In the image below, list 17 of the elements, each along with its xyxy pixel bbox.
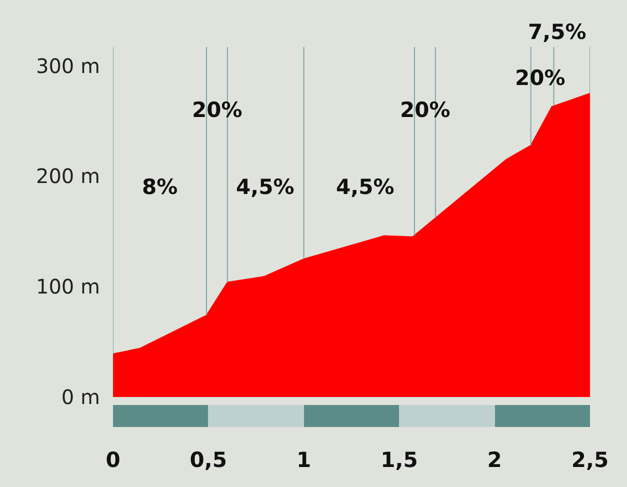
y-tick-label: 200 m xyxy=(36,164,100,188)
annotation: 8% xyxy=(142,175,178,199)
annotation: 20% xyxy=(400,98,450,122)
y-tick-label: 300 m xyxy=(36,54,100,78)
x-tick-label: 2 xyxy=(487,448,502,472)
y-tick-label: 100 m xyxy=(36,274,100,299)
x-tick-label: 1,5 xyxy=(380,448,418,472)
x-tick-label: 0 xyxy=(106,448,120,472)
annotation: 4,5% xyxy=(236,175,294,199)
annotation: 20% xyxy=(192,98,242,122)
x-tick-label: 1 xyxy=(296,448,312,472)
x-tick-label: 2,5 xyxy=(571,448,609,472)
text: 7,5% xyxy=(528,20,586,44)
annotation: 4,5% xyxy=(336,175,394,199)
x-tick-label: 0,5 xyxy=(190,448,227,472)
y-tick-label: 0 m xyxy=(61,385,100,409)
annotation: 20% xyxy=(515,66,566,90)
